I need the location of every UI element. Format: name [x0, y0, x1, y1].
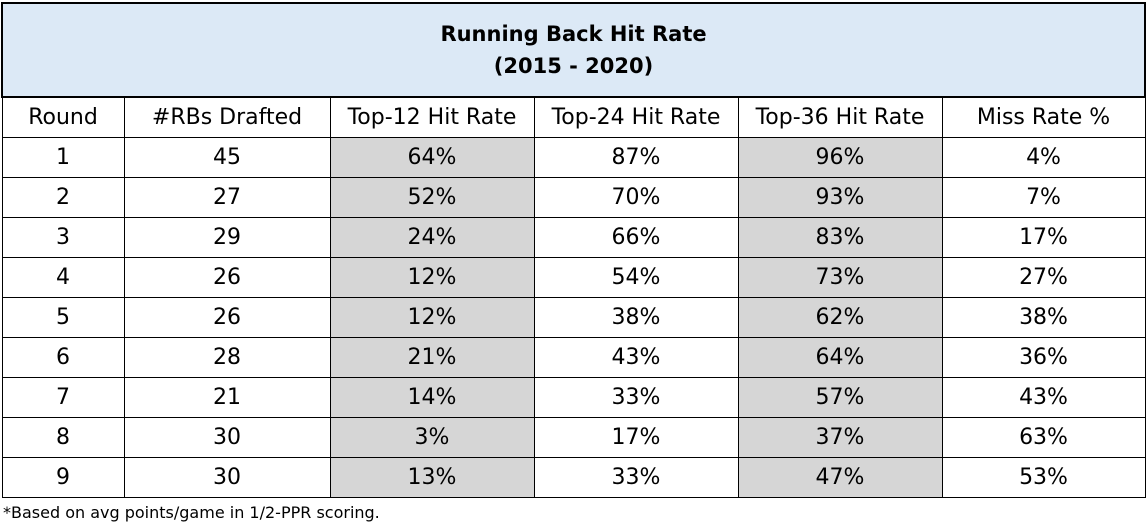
table-row: 5 26 12% 38% 62% 38%: [1, 297, 1146, 338]
table-cell: 14%: [329, 377, 535, 418]
table-cell: 2: [1, 177, 125, 218]
column-header: Top-36 Hit Rate: [737, 96, 943, 138]
table-row: 1 45 64% 87% 96% 4%: [1, 137, 1146, 178]
table-cell: 17%: [533, 417, 739, 458]
table-cell: 26: [123, 297, 331, 338]
table-cell: 64%: [329, 137, 535, 178]
table-row: 4 26 12% 54% 73% 27%: [1, 257, 1146, 298]
table-cell: 4%: [941, 137, 1146, 178]
table-cell: 87%: [533, 137, 739, 178]
table-cell: 21: [123, 377, 331, 418]
table-cell: 62%: [737, 297, 943, 338]
column-header: Top-24 Hit Rate: [533, 96, 739, 138]
table-cell: 30: [123, 457, 331, 498]
table-row: 2 27 52% 70% 93% 7%: [1, 177, 1146, 218]
table-cell: 4: [1, 257, 125, 298]
table-cell: 36%: [941, 337, 1146, 378]
table-cell: 33%: [533, 457, 739, 498]
table-body: 1 45 64% 87% 96% 4% 2 27 52% 70% 93% 7% 3 29 24% 66% 83%…: [1, 137, 1146, 498]
table-cell: 3%: [329, 417, 535, 458]
table-cell: 12%: [329, 257, 535, 298]
table-cell: 66%: [533, 217, 739, 258]
table-cell: 12%: [329, 297, 535, 338]
table-cell: 8: [1, 417, 125, 458]
table-cell: 70%: [533, 177, 739, 218]
table-cell: 7%: [941, 177, 1146, 218]
table-cell: 43%: [533, 337, 739, 378]
table-cell: 38%: [533, 297, 739, 338]
table-cell: 6: [1, 337, 125, 378]
table-cell: 38%: [941, 297, 1146, 338]
table-cell: 24%: [329, 217, 535, 258]
subtitle-text: (2015 - 2020): [493, 54, 654, 78]
table-cell: 37%: [737, 417, 943, 458]
hit-rate-table: Running Back Hit Rate (2015 - 2020) Roun…: [0, 2, 1147, 498]
table-cell: 47%: [737, 457, 943, 498]
table-cell: 17%: [941, 217, 1146, 258]
table-cell: 93%: [737, 177, 943, 218]
table-cell: 26: [123, 257, 331, 298]
title-text: Running Back Hit Rate: [440, 22, 707, 46]
table-cell: 28: [123, 337, 331, 378]
table-cell: 73%: [737, 257, 943, 298]
table-row: 6 28 21% 43% 64% 36%: [1, 337, 1146, 378]
table-cell: 1: [1, 137, 125, 178]
table-cell: 52%: [329, 177, 535, 218]
table-cell: 63%: [941, 417, 1146, 458]
column-header-row: Round #RBs Drafted Top-12 Hit Rate Top-24 H…: [1, 96, 1146, 138]
table-cell: 43%: [941, 377, 1146, 418]
table-cell: 83%: [737, 217, 943, 258]
table-cell: 29: [123, 217, 331, 258]
table-cell: 96%: [737, 137, 943, 178]
column-header: Top-12 Hit Rate: [329, 96, 535, 138]
table-cell: 5: [1, 297, 125, 338]
column-header: Round: [1, 96, 125, 138]
table-cell: 30: [123, 417, 331, 458]
table-cell: 27%: [941, 257, 1146, 298]
table-title: Running Back Hit Rate (2015 - 2020): [0, 2, 1147, 98]
table-cell: 7: [1, 377, 125, 418]
table-cell: 13%: [329, 457, 535, 498]
table-cell: 53%: [941, 457, 1146, 498]
column-header: Miss Rate %: [941, 96, 1146, 138]
table-row: 3 29 24% 66% 83% 17%: [1, 217, 1146, 258]
table-cell: 45: [123, 137, 331, 178]
table-row: 7 21 14% 33% 57% 43%: [1, 377, 1146, 418]
column-header: #RBs Drafted: [123, 96, 331, 138]
footnote: *Based on avg points/game in 1/2-PPR sco…: [3, 503, 380, 522]
table-cell: 27: [123, 177, 331, 218]
table-cell: 64%: [737, 337, 943, 378]
table-row: 8 30 3% 17% 37% 63%: [1, 417, 1146, 458]
table-row: 9 30 13% 33% 47% 53%: [1, 457, 1146, 498]
table-cell: 9: [1, 457, 125, 498]
table-cell: 54%: [533, 257, 739, 298]
table-cell: 33%: [533, 377, 739, 418]
table-cell: 21%: [329, 337, 535, 378]
table-cell: 57%: [737, 377, 943, 418]
table-cell: 3: [1, 217, 125, 258]
